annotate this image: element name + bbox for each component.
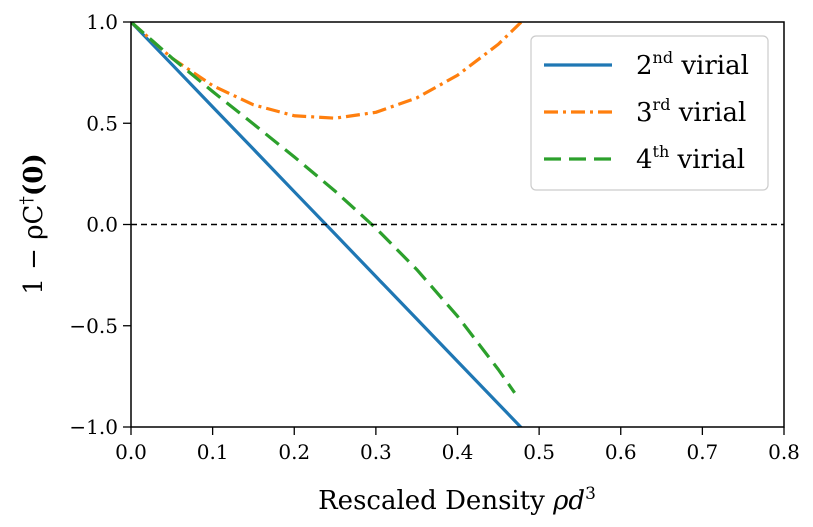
series-line-3 [131, 22, 516, 394]
y-tick-label: 1.0 [86, 10, 118, 34]
x-tick-label: 0.4 [442, 440, 474, 464]
x-tick-label: 0.7 [686, 440, 718, 464]
x-tick-label: 0.2 [278, 440, 310, 464]
y-tick-label: −1.0 [69, 415, 118, 439]
x-tick-label: 0.6 [605, 440, 637, 464]
legend-label-3: 4th virial [636, 142, 745, 175]
series-line-2 [131, 22, 524, 120]
legend-box [530, 35, 769, 191]
x-tick-label: 0.5 [523, 440, 555, 464]
legend-label-1: 2nd virial [636, 48, 749, 81]
y-axis-label: 1 − ρC†(0) [17, 153, 49, 294]
legend-label-2: 3rd virial [636, 95, 746, 128]
y-axis-ticks: 1.0 0.5 0.0 −0.5 −1.0 [69, 10, 131, 439]
x-tick-label: 0.1 [197, 440, 229, 464]
x-tick-label: 0.8 [768, 440, 800, 464]
x-tick-label: 0.0 [115, 440, 147, 464]
x-axis-label: Rescaled Density ρd3 [318, 484, 596, 516]
y-tick-label: 0.0 [86, 213, 118, 237]
legend: 2nd virial 3rd virial 4th virial [530, 35, 769, 191]
x-tick-label: 0.3 [360, 440, 392, 464]
y-tick-label: −0.5 [69, 314, 118, 338]
series-line-1 [131, 22, 523, 427]
x-axis-ticks: 0.0 0.1 0.2 0.3 0.4 0.5 0.6 0.7 0.8 [115, 427, 800, 464]
y-tick-label: 0.5 [86, 111, 118, 135]
curve-layer [131, 22, 524, 427]
